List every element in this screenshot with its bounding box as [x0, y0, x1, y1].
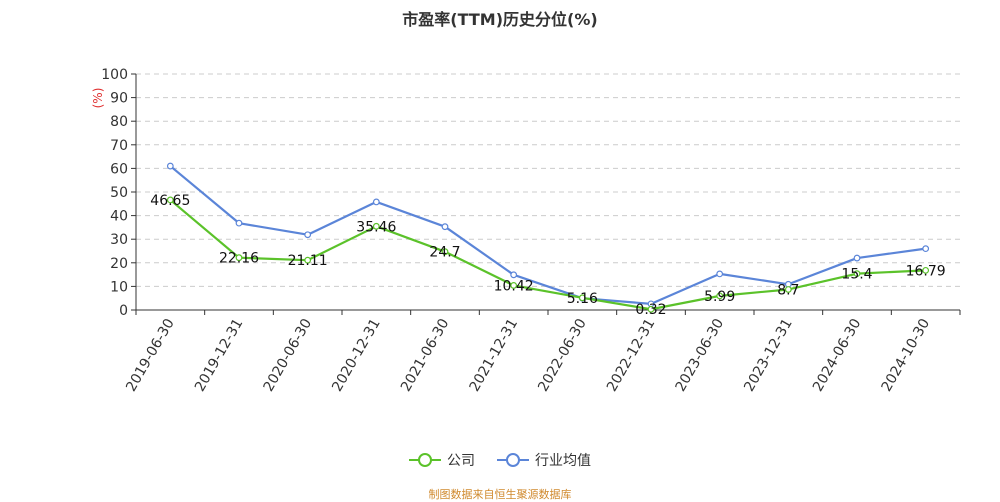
x-tick-label: 2020-12-31 — [329, 316, 384, 394]
data-point-company — [578, 294, 586, 302]
data-label-company: 46.65 — [150, 193, 190, 209]
data-label-company: 16.79 — [906, 263, 946, 279]
data-point-company — [304, 256, 312, 264]
data-point-company — [372, 222, 380, 230]
legend-company-label: 公司 — [447, 453, 475, 469]
x-tick-label: 2019-06-30 — [123, 316, 178, 394]
data-point-industry — [922, 245, 930, 253]
data-label-company: 24.7 — [429, 245, 460, 261]
data-point-industry — [716, 270, 724, 278]
x-tick-label: 2024-06-30 — [810, 316, 865, 394]
legend-industry-line-icon — [497, 453, 529, 467]
data-point-industry — [853, 254, 861, 262]
x-tick-label: 2022-06-30 — [535, 316, 590, 394]
series-line-industry — [169, 165, 926, 305]
data-point-industry — [166, 162, 174, 170]
legend-industry-label: 行业均值 — [535, 453, 591, 469]
chart-title: 市盈率(TTM)历史分位(%) — [402, 10, 598, 29]
y-tick-label: 40 — [110, 209, 128, 225]
data-point-company — [166, 196, 174, 204]
data-label-company: 0.32 — [635, 302, 666, 318]
legend-company-line-icon — [409, 453, 441, 467]
data-label-company: 22.16 — [219, 251, 259, 267]
data-point-company — [853, 270, 861, 278]
data-point-company — [784, 286, 792, 293]
data-point-company — [441, 248, 449, 256]
data-label-company: 10.42 — [494, 278, 534, 294]
y-tick-label: 90 — [110, 91, 128, 107]
y-tick-label: 30 — [110, 232, 128, 248]
data-point-industry — [235, 219, 243, 227]
x-tick-label: 2020-06-30 — [261, 316, 316, 394]
data-point-company — [647, 305, 655, 313]
x-tick-label: 2023-12-31 — [741, 316, 796, 394]
series-line-company — [169, 199, 926, 311]
x-tick-label: 2024-10-30 — [879, 316, 934, 394]
y-axis-label: (%) — [91, 88, 105, 109]
legend-item-company[interactable]: 公司 — [409, 450, 475, 470]
data-point-company — [922, 266, 930, 274]
data-label-company: 35.46 — [356, 219, 396, 235]
data-label-company: 21.11 — [288, 253, 328, 269]
data-label-company: 15.4 — [841, 267, 872, 283]
x-tick-label: 2022-12-31 — [604, 316, 659, 394]
data-label-company: 5.99 — [704, 289, 735, 305]
data-point-industry — [372, 198, 380, 206]
x-tick-label: 2021-06-30 — [398, 316, 453, 394]
y-tick-label: 20 — [110, 256, 128, 272]
y-tick-label: 100 — [101, 67, 128, 83]
y-tick-label: 50 — [110, 185, 128, 201]
data-label-company: 5.16 — [567, 291, 598, 307]
legend: 公司 行业均值 — [0, 450, 1000, 470]
data-point-company — [235, 254, 243, 262]
data-point-industry — [441, 223, 449, 231]
y-tick-label: 80 — [110, 114, 128, 130]
data-point-company — [716, 292, 724, 300]
legend-item-industry[interactable]: 行业均值 — [497, 450, 591, 470]
data-point-industry — [304, 231, 312, 239]
x-tick-label: 2021-12-31 — [467, 316, 522, 394]
data-point-industry — [510, 271, 518, 279]
source-note: 制图数据来自恒生聚源数据库 — [428, 488, 572, 501]
x-tick-label: 2019-12-31 — [192, 316, 247, 394]
x-tick-label: 2023-06-30 — [673, 316, 728, 394]
data-point-company — [510, 282, 518, 289]
y-tick-label: 60 — [110, 161, 128, 177]
y-tick-label: 70 — [110, 138, 128, 154]
y-tick-label: 0 — [119, 303, 128, 319]
y-tick-label: 10 — [110, 279, 128, 295]
data-label-company: 8.7 — [777, 282, 799, 298]
